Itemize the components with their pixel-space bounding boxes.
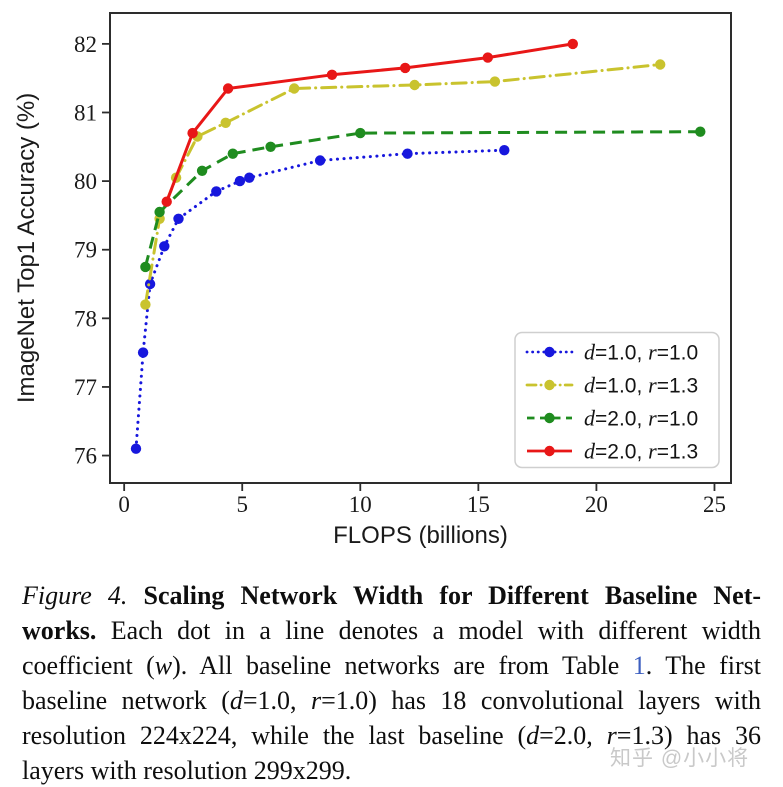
caption-segment: =1.3) has 36 (616, 721, 761, 750)
x-tick-label: 15 (467, 492, 490, 517)
caption-segment: =1.0) has 18 convolutional layers with (321, 686, 761, 715)
caption-line-2: works. Each dot in a line denotes a mode… (22, 613, 761, 648)
plot-frame (109, 12, 732, 484)
caption-line-3: coefficient (w). All baseline networks a… (22, 648, 761, 683)
caption-segment: works. (22, 616, 97, 645)
x-tick-label: 20 (585, 492, 608, 517)
series-marker-1 (173, 213, 184, 224)
caption-segment: . The first (645, 651, 761, 680)
series-marker-3 (154, 206, 165, 218)
caption-segment: coefficient ( (22, 651, 155, 680)
series-marker-1 (144, 278, 156, 290)
legend-sample-marker (544, 445, 555, 457)
caption-segment (127, 581, 143, 610)
legend-label: d=2.0, r=1.0 (584, 406, 698, 431)
figure-caption: Figure 4. Scaling Network Width for Diff… (22, 578, 761, 787)
caption-segment: resolution 224x224, while the last basel… (22, 721, 527, 750)
series-marker-2 (489, 76, 501, 87)
caption-segment: ). All baseline networks are from Table (172, 651, 633, 680)
y-tick-label: 79 (74, 238, 97, 263)
legend-label: d=1.0, r=1.3 (584, 373, 698, 398)
series-marker-1 (244, 172, 255, 183)
caption-segment: d (526, 721, 540, 750)
legend-entry-1: d=1.0, r=1.0 (525, 340, 698, 365)
series-marker-4 (161, 196, 172, 207)
caption-segment: w (154, 651, 173, 680)
legend-sample-marker (544, 346, 555, 358)
series-marker-4 (567, 38, 578, 50)
series-marker-1 (314, 155, 326, 166)
series-marker-4 (222, 83, 234, 94)
series-marker-1 (159, 241, 170, 252)
caption-line-1: Figure 4. Scaling Network Width for Diff… (22, 578, 761, 613)
x-axis-label: FLOPS (billions) (333, 522, 508, 549)
series-marker-4 (187, 127, 198, 139)
series-marker-4 (326, 69, 338, 81)
y-axis-label: ImageNet Top1 Accuracy (%) (13, 93, 40, 403)
series-marker-2 (220, 117, 231, 128)
accuracy-vs-flops-chart: 76 77 78 79 80 81 82 0 5 10 15 20 25 FLOPS (billions)… (13, 12, 732, 549)
caption-segment: Each dot in a line denotes a model with … (96, 616, 761, 645)
y-tick-label: 76 (74, 444, 97, 469)
x-tick-label: 0 (118, 492, 130, 517)
series-marker-3 (695, 126, 706, 137)
series-marker-3 (265, 141, 276, 152)
y-tick-label: 81 (74, 100, 97, 125)
series-marker-2 (655, 59, 666, 70)
series-marker-1 (211, 186, 222, 197)
series-marker-3 (227, 148, 238, 159)
caption-line-6: layers with resolution 299x299. (22, 753, 761, 787)
x-tick-label: 10 (349, 492, 372, 517)
series-marker-4 (482, 52, 493, 63)
y-tick-label: 82 (74, 32, 97, 57)
legend-sample-marker (544, 412, 555, 424)
legend-entry-4: d=2.0, r=1.3 (527, 439, 698, 464)
caption-segment: r (310, 686, 322, 715)
caption-segment: Figure 4. (22, 581, 128, 610)
series-marker-3 (196, 165, 208, 176)
series-line-1 (134, 148, 506, 451)
caption-segment: =2.0, (539, 721, 607, 750)
series-marker-3 (140, 261, 151, 273)
series-marker-3 (355, 127, 366, 139)
series-marker-1 (137, 347, 149, 358)
legend-label: d=1.0, r=1.0 (584, 340, 698, 365)
series-marker-1 (402, 148, 413, 159)
series-marker-1 (499, 145, 510, 156)
series-marker-1 (234, 175, 246, 187)
x-tick-label: 5 (236, 492, 248, 517)
series-marker-2 (140, 299, 151, 310)
legend-sample-marker (544, 379, 555, 391)
zhihu-watermark: 知乎 @小小将 (610, 747, 750, 770)
x-tick-label: 25 (703, 492, 726, 517)
series-marker-4 (400, 62, 411, 74)
table-1-link[interactable]: 1 (632, 651, 646, 680)
series-marker-2 (409, 79, 420, 91)
legend-label: d=2.0, r=1.3 (584, 439, 698, 464)
legend-entry-2: d=1.0, r=1.3 (525, 373, 698, 398)
y-tick-label: 80 (74, 169, 97, 194)
caption-segment: r (606, 721, 617, 750)
legend-box (514, 331, 720, 469)
series-marker-2 (289, 83, 300, 94)
caption-segment: layers with resolution 299x299. (22, 756, 352, 785)
caption-line-5: resolution 224x224, while the last basel… (22, 718, 761, 753)
caption-line-4: baseline network (d=1.0, r=1.0) has 18 c… (22, 683, 761, 718)
series-line-2 (143, 63, 662, 307)
y-tick-label: 78 (74, 306, 97, 331)
caption-segment: d (229, 686, 243, 715)
legend-entry-3: d=2.0, r=1.0 (527, 406, 698, 431)
series-marker-1 (130, 443, 142, 454)
y-tick-label: 77 (74, 375, 97, 400)
caption-segment: =1.0, (242, 686, 311, 715)
caption-segment: Scaling Network Width for Different Base… (143, 581, 762, 610)
caption-segment: baseline network ( (22, 686, 230, 715)
